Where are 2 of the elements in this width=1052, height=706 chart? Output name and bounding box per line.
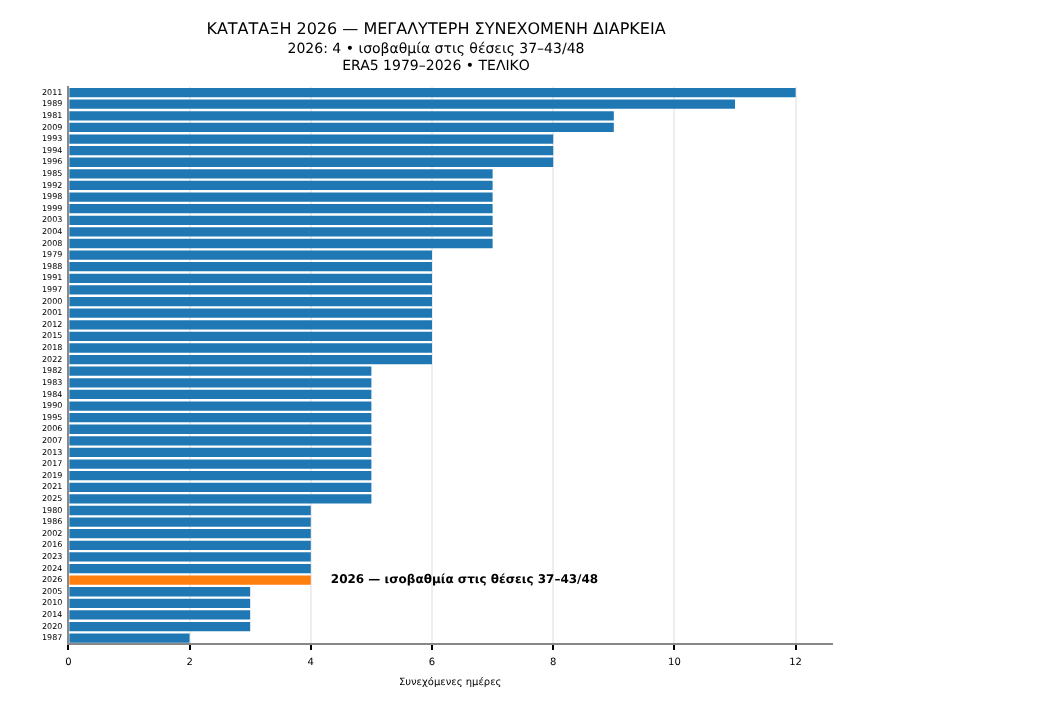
bar: [69, 575, 311, 585]
chart-title: ΚΑΤΑΤΑΞΗ 2026 — ΜΕΓΑΛΥΤΕΡΗ ΣΥΝΕΧΟΜΕΝΗ ΔΙΑΡΚΕΙΑ: [206, 19, 667, 38]
